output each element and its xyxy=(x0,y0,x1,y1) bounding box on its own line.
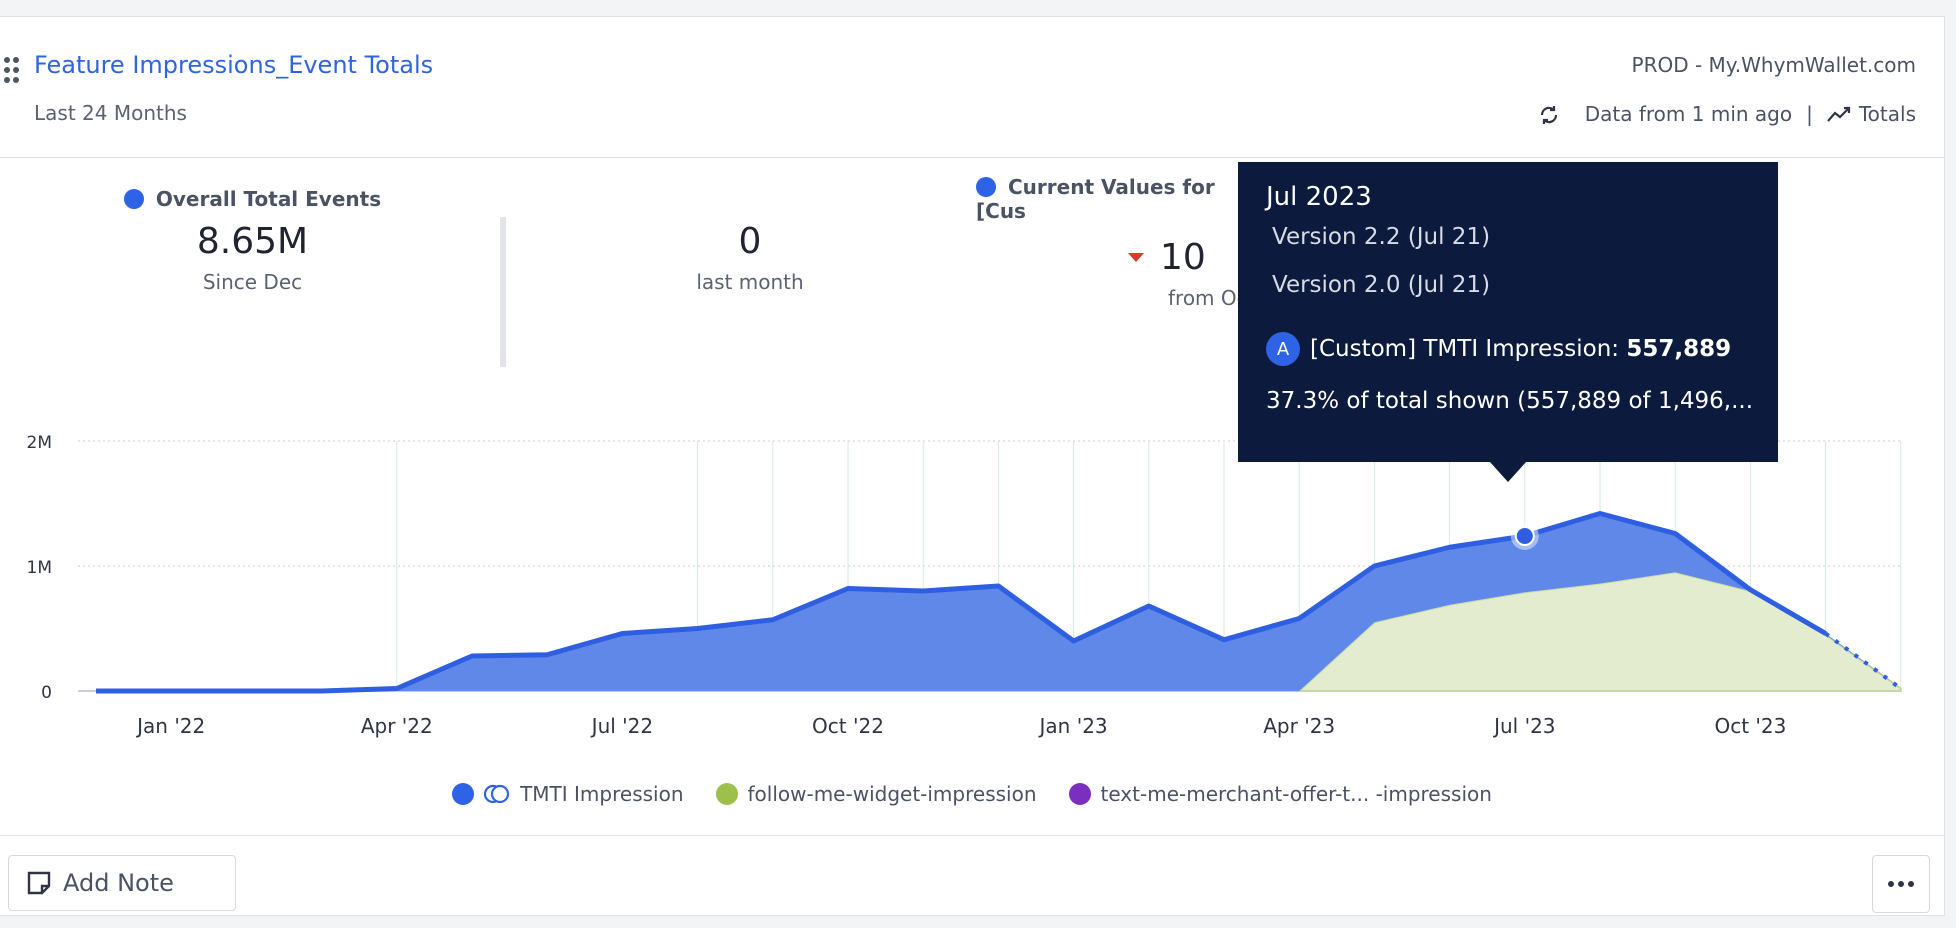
compare-rings-icon xyxy=(484,784,510,804)
series-line-tmti xyxy=(96,511,1827,694)
series-color-dot xyxy=(123,189,144,209)
chart-title-link[interactable]: Feature Impressions_Event Totals xyxy=(34,51,434,79)
stat-current: Current Values for [Cus 10 from Oc xyxy=(976,175,1256,310)
data-freshness: Data from 1 min ago xyxy=(1584,102,1793,126)
stats-row: Overall Total Events 8.65M Since Dec 0 l… xyxy=(0,157,1944,417)
x-tick-label: Apr '23 xyxy=(1263,714,1335,738)
chart-tooltip: Jul 2023 Version 2.2 (Jul 21) Version 2.… xyxy=(1238,162,1778,462)
tooltip-release-1: Version 2.2 (Jul 21) xyxy=(1272,224,1491,250)
project-name: PROD - My.WhymWallet.com xyxy=(1631,53,1916,77)
series-area-tmti xyxy=(96,513,1901,691)
more-dot xyxy=(1888,881,1894,887)
stat-last-month: 0 last month xyxy=(620,221,880,294)
stat-current-value-wrap: 10 xyxy=(1128,237,1256,278)
stat-current-label: Current Values for [Cus xyxy=(976,175,1215,223)
x-tick-label: Jan '23 xyxy=(1038,714,1108,738)
chart-legend: TMTI Impression follow-me-widget-impress… xyxy=(0,779,1944,809)
tooltip-series-value: 557,889 xyxy=(1626,336,1732,362)
tooltip-percent: 37.3% of total shown (557,889 of 1,496,.… xyxy=(1266,388,1754,414)
more-options-button[interactable] xyxy=(1872,855,1930,913)
legend-dot-icon xyxy=(1068,783,1091,805)
chart-meta-row: Data from 1 min ago | Totals xyxy=(1537,99,1916,129)
x-tick-label: Oct '23 xyxy=(1714,714,1786,738)
tooltip-release-2: Version 2.0 (Jul 21) xyxy=(1272,272,1491,298)
x-tick-label: Jul '23 xyxy=(1492,714,1555,738)
date-range-label: Last 24 Months xyxy=(34,101,187,125)
hover-point xyxy=(1514,526,1535,546)
add-note-label: Add Note xyxy=(63,869,174,897)
y-tick-label: 2M xyxy=(27,433,52,453)
tooltip-series-label: [Custom] TMTI Impression: xyxy=(1310,336,1627,362)
legend-label: text-me-merchant-offer-t... -impression xyxy=(1100,782,1492,806)
x-tick-label: Jan '22 xyxy=(135,714,205,738)
tooltip-title: Jul 2023 xyxy=(1266,182,1372,212)
area-chart[interactable]: 0 1M 2M Jan '22 Apr '22 Jul '22 Oct '22 Jan '23… xyxy=(0,417,1944,747)
stats-divider xyxy=(500,217,506,367)
x-tick-label: Jul '22 xyxy=(590,714,653,738)
more-dot xyxy=(1908,881,1914,887)
x-tick-label: Oct '22 xyxy=(812,714,884,738)
card-header: Feature Impressions_Event Totals Last 24… xyxy=(0,17,1944,158)
series-color-dot xyxy=(976,177,996,197)
footer-divider xyxy=(0,835,1944,836)
legend-item-text-me[interactable]: text-me-merchant-offer-t... -impression xyxy=(1068,779,1492,809)
legend-label: TMTI Impression xyxy=(520,782,684,806)
legend-item-tmti[interactable]: TMTI Impression xyxy=(452,779,684,809)
stat-overall-value: 8.65M xyxy=(196,221,309,262)
x-tick-label: Apr '22 xyxy=(361,714,433,738)
trend-down-icon xyxy=(1128,253,1144,262)
stat-current-caption: from Oc xyxy=(1168,286,1248,310)
stat-overall-label: Overall Total Events xyxy=(155,187,382,211)
tooltip-series-row: A [Custom] TMTI Impression: 557,889 xyxy=(1266,332,1750,366)
stat-overall: Overall Total Events 8.65M Since Dec xyxy=(100,187,405,294)
series-line-incomplete xyxy=(1824,631,1902,691)
tooltip-arrow xyxy=(1490,462,1526,482)
stat-last-month-value: 0 xyxy=(738,221,762,262)
stat-overall-caption: Since Dec xyxy=(202,270,303,294)
y-tick-label: 1M xyxy=(27,558,52,578)
legend-dot-icon xyxy=(452,783,475,805)
drag-handle-icon[interactable] xyxy=(4,57,20,85)
legend-item-follow-me[interactable]: follow-me-widget-impression xyxy=(715,779,1037,809)
y-tick-label: 0 xyxy=(41,683,52,703)
legend-dot-icon xyxy=(715,783,738,805)
meta-divider: | xyxy=(1806,102,1813,126)
chart-card: Feature Impressions_Event Totals Last 24… xyxy=(0,16,1945,916)
stat-last-month-caption: last month xyxy=(696,270,804,294)
line-chart-icon xyxy=(1827,106,1850,122)
refresh-icon[interactable] xyxy=(1537,101,1561,127)
legend-label: follow-me-widget-impression xyxy=(747,782,1037,806)
more-dot xyxy=(1898,881,1904,887)
add-note-button[interactable]: Add Note xyxy=(8,855,236,911)
metric-mode-button[interactable]: Totals xyxy=(1827,102,1916,126)
stat-current-value: 10 xyxy=(1160,237,1206,278)
series-badge: A xyxy=(1266,332,1300,366)
metric-mode-label: Totals xyxy=(1858,102,1916,126)
note-icon xyxy=(27,871,51,895)
